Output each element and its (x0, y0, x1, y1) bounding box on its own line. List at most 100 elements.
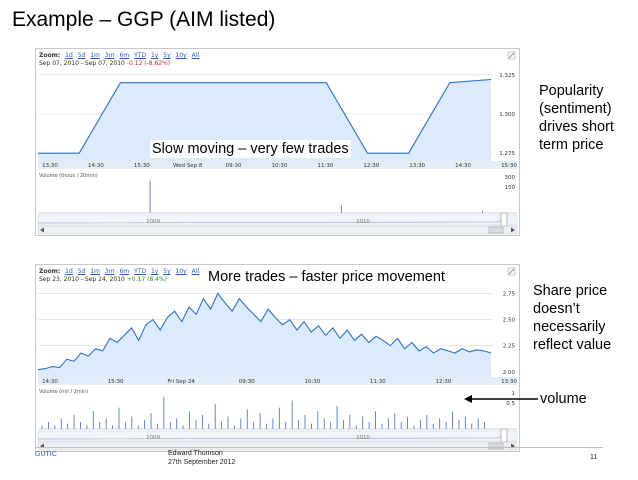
zoom-option[interactable]: 1d (65, 268, 73, 275)
volume-tick-label: 300 (505, 175, 516, 181)
zoom-option[interactable]: 1y (150, 268, 159, 275)
navigator-handle (500, 212, 508, 227)
x-tick-label: Wed Sep 8 (173, 163, 203, 169)
x-tick-label: 15:30 (108, 379, 124, 385)
footer-author-block: Edward Thomson 27th September 2012 (168, 449, 235, 467)
zoom-option[interactable]: All (191, 268, 200, 275)
zoom-option[interactable]: 5y (163, 268, 171, 275)
zoom-option[interactable]: 10y (175, 52, 187, 59)
volume-tick-label: 0.5 (506, 401, 515, 407)
x-tick-label: 11:30 (317, 163, 333, 169)
note-line: (sentiment) (539, 101, 612, 117)
zoom-option[interactable]: 6m (119, 268, 130, 275)
note-line: drives short (539, 119, 614, 135)
x-tick-label: 09:30 (239, 379, 255, 385)
zoom-option[interactable]: All (191, 52, 200, 59)
y-tick-label: 1.275 (499, 151, 515, 157)
scrollbar-track (37, 441, 518, 451)
y-tick-label: 2.00 (503, 370, 516, 376)
zoom-option[interactable]: YTD (134, 268, 147, 275)
zoom-option[interactable]: YTD (134, 52, 147, 59)
volume-label: Volume (thous / 20min) (39, 173, 98, 179)
navigator-label: 2009 (146, 435, 160, 441)
x-tick-label: Fri Sep 24 (167, 379, 195, 385)
x-tick-label: 15:30 (501, 163, 517, 169)
x-tick-label: 15:30 (134, 163, 150, 169)
note-line: Popularity (539, 83, 604, 99)
zoom-option[interactable]: 1y (150, 52, 159, 59)
footer-date: 27th September 2012 (168, 459, 236, 466)
x-tick-label: 13:30 (42, 163, 58, 169)
y-tick-label: 2.25 (503, 344, 516, 350)
x-tick-label: 14:30 (42, 379, 58, 385)
zoom-option[interactable]: 1m (90, 52, 100, 59)
y-tick-label: 2.50 (503, 318, 516, 324)
scrollbar-track (37, 225, 518, 235)
volume-arrow (464, 395, 538, 403)
date-range: Sep 23, 2010 - Sep 24, 2010 (39, 276, 125, 283)
note-volume: volume (540, 391, 587, 407)
note-line: Share price (533, 283, 608, 299)
navigator-label: 2010 (356, 435, 370, 441)
x-tick-label: 11:30 (370, 379, 386, 385)
x-tick-label: 14:30 (88, 163, 104, 169)
x-tick-label: 13:30 (501, 379, 517, 385)
footer-author: Edward Thomson (168, 450, 223, 457)
navigator-handle (500, 428, 508, 443)
scroll-thumb (488, 226, 504, 234)
volume-tick-label: 1 (512, 391, 516, 397)
series-line (38, 78, 492, 154)
date-range-row: Sep 23, 2010 - Sep 24, 2010 +0.17 (8.4%) (39, 276, 167, 283)
zoom-option[interactable]: 5d (77, 52, 86, 59)
note-line: doesn’t (533, 301, 580, 317)
x-tick-label: 14:30 (455, 163, 471, 169)
zoom-bar: Zoom: 1d 5d 1m 3m 6m YTD 1y 5y 10y All (39, 52, 202, 59)
zoom-option[interactable]: 6m (119, 52, 130, 59)
y-tick-label: 1.325 (499, 73, 515, 79)
note-line: term price (539, 137, 604, 153)
date-range-row: Sep 07, 2010 - Sep 07, 2010 -0.12 (-8.62… (39, 60, 170, 67)
price-chart-bottom: Zoom: 1d 5d 1m 3m 6m YTD 1y 5y 10y All S… (35, 264, 520, 452)
date-range: Sep 07, 2010 - Sep 07, 2010 (39, 60, 125, 67)
caption-more-trades: More trades – faster price movement (206, 268, 447, 286)
note-popularity: Popularity (sentiment) drives short term… (539, 82, 614, 154)
note-line: reflect value (533, 337, 612, 353)
note-share-price: Share price doesn’t necessarily reflect … (533, 282, 611, 354)
footer-org: GUTIC (35, 451, 57, 458)
zoom-option[interactable]: 1m (90, 268, 100, 275)
zoom-option[interactable]: 5y (163, 52, 171, 59)
y-tick-label: 1.300 (499, 112, 515, 118)
x-tick-label: 10:30 (272, 163, 288, 169)
zoom-label: Zoom: (39, 268, 61, 275)
x-tick-label: 12:30 (363, 163, 379, 169)
zoom-option[interactable]: 10y (175, 268, 187, 275)
x-tick-label: 12:30 (435, 379, 451, 385)
zoom-option[interactable]: 1d (65, 52, 73, 59)
series-line (37, 292, 492, 371)
zoom-label: Zoom: (39, 52, 61, 59)
x-tick-label: 10:30 (304, 379, 320, 385)
chart-canvas: 2.75 2.50 2.25 2.00 14:30 15:30 Fri Sep 24 09:3… (37, 267, 518, 451)
zoom-option[interactable]: 3m (104, 52, 115, 59)
volume-tick-label: 150 (505, 185, 516, 191)
price-change: -0.12 (-8.62%) (126, 60, 171, 67)
x-axis-band (38, 161, 517, 169)
zoom-option[interactable]: 3m (104, 268, 115, 275)
zoom-option[interactable]: 5d (77, 268, 86, 275)
x-axis-band (38, 377, 517, 385)
x-tick-label: 09:30 (226, 163, 242, 169)
series-area (38, 293, 491, 377)
page-number: 11 (590, 454, 598, 461)
arrow-head (464, 395, 472, 403)
volume-label: Volume (mil / 2min) (39, 389, 88, 395)
x-tick-label: 13:30 (409, 163, 425, 169)
expand-icon-glyph (508, 52, 515, 59)
y-tick-label: 2.75 (503, 291, 516, 297)
scroll-thumb (488, 442, 504, 450)
caption-slow-moving: Slow moving – very few trades (150, 140, 351, 158)
slide-title: Example – GGP (AIM listed) (12, 8, 276, 31)
note-line: necessarily (533, 319, 606, 335)
navigator-strip (37, 430, 518, 442)
footer-divider (35, 447, 603, 448)
scroll-right-arrow (511, 227, 515, 233)
